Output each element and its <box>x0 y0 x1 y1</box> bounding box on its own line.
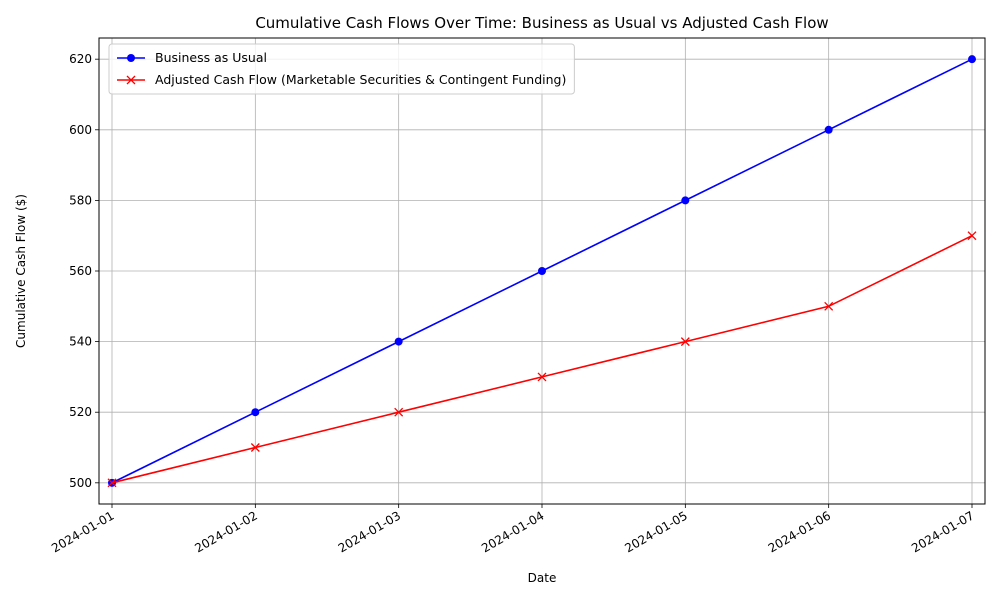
y-tick-label: 540 <box>69 335 92 349</box>
x-tick-label: 2024-01-05 <box>622 508 689 555</box>
data-point <box>537 372 547 382</box>
marker-stroke <box>824 301 834 311</box>
y-axis-title: Cumulative Cash Flow ($) <box>14 194 28 348</box>
legend-marker <box>127 54 135 62</box>
legend-label: Adjusted Cash Flow (Marketable Securitie… <box>155 72 566 87</box>
y-tick-label: 500 <box>69 476 92 490</box>
legend: Business as Usual Adjusted Cash Flow (Mar… <box>108 43 575 95</box>
data-point <box>681 196 690 205</box>
x-tick-label: 2024-01-04 <box>479 508 546 555</box>
y-tick-label: 600 <box>69 123 92 137</box>
series-2 <box>107 231 977 488</box>
data-point <box>824 125 833 134</box>
data-point <box>251 408 260 417</box>
chart-title: Cumulative Cash Flows Over Time: Busines… <box>255 14 828 32</box>
series-layer <box>107 55 977 488</box>
y-tick-label: 580 <box>69 193 92 207</box>
x-tick-label: 2024-01-03 <box>336 508 403 555</box>
y-tick-label: 620 <box>69 52 92 66</box>
legend-item-1: Business as Usual <box>117 50 267 65</box>
x-axis-title: Date <box>528 571 557 585</box>
data-point <box>538 267 546 275</box>
data-point <box>680 337 690 347</box>
data-point <box>394 407 404 417</box>
legend-marker <box>126 75 136 85</box>
marker-stroke <box>967 231 977 241</box>
marker-stroke <box>537 372 547 382</box>
axis-ticks: 2024-01-01 2024-01-02 2024-01-03 2024-01-04… <box>49 52 976 555</box>
y-tick-label: 520 <box>69 405 92 419</box>
marker-stroke <box>250 443 260 452</box>
legend-label: Business as Usual <box>155 50 267 65</box>
data-point <box>250 443 260 452</box>
marker-stroke <box>394 407 404 417</box>
legend-box <box>108 43 575 95</box>
x-tick-label: 2024-01-01 <box>49 508 116 555</box>
data-point <box>968 55 976 64</box>
marker-stroke <box>107 478 117 488</box>
x-tick-label: 2024-01-06 <box>766 508 833 555</box>
x-tick-label: 2024-01-07 <box>909 508 976 555</box>
x-tick-label: 2024-01-02 <box>192 508 259 555</box>
data-point <box>967 231 977 241</box>
legend-item-2: Adjusted Cash Flow (Marketable Securitie… <box>117 72 566 87</box>
marker-stroke <box>680 337 690 347</box>
data-point <box>394 337 403 346</box>
data-point <box>824 301 834 311</box>
data-point <box>107 478 117 488</box>
y-tick-label: 560 <box>69 264 92 278</box>
